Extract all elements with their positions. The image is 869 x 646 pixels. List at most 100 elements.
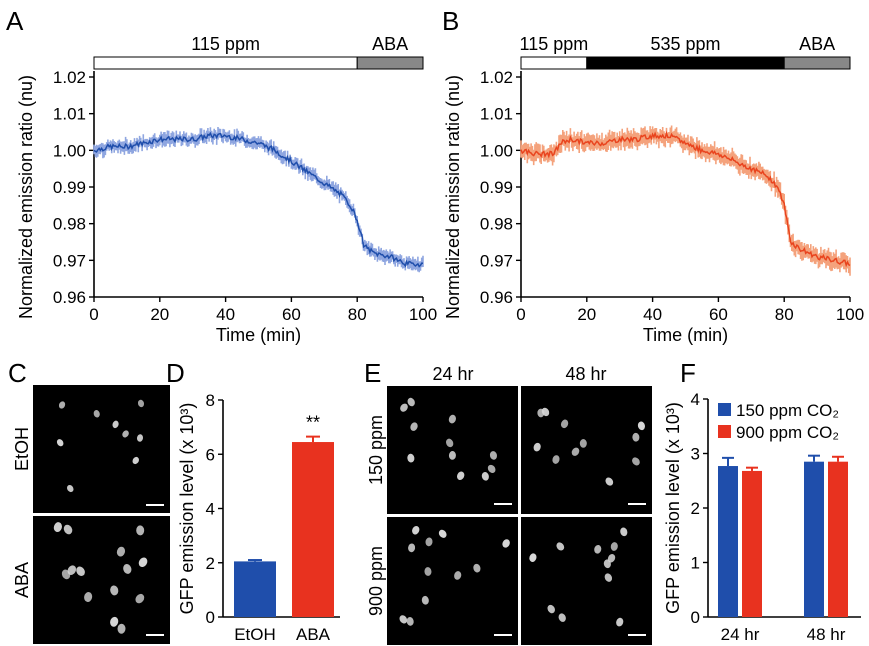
nucleus [610,542,618,551]
nucleus [445,438,454,448]
nucleus [448,451,456,460]
series-line [93,131,424,268]
panel-letter-d: D [166,358,185,388]
y-tick-label: 8 [206,391,215,410]
y-tick-label: 1 [691,554,700,573]
nucleus [116,546,126,557]
nucleus [84,592,93,602]
bar [828,461,848,617]
x-tick-label: 20 [577,305,596,324]
nucleus [637,421,645,431]
x-axis-label: Time (min) [216,325,301,345]
panel-letter-b: B [442,6,459,36]
scale-bar [628,634,646,636]
bar [292,442,334,617]
nucleus [607,554,616,563]
nucleus [604,573,613,582]
nucleus [547,604,555,614]
y-tick-label: 0.98 [53,215,86,234]
y-tick-label: 1.00 [480,141,513,160]
nucleus [67,484,74,493]
x-tick-label: 0 [89,305,98,324]
nucleus [594,544,602,554]
x-tick-label: 80 [775,305,794,324]
x-tick-label: 100 [836,305,864,324]
nucleus [408,543,416,553]
nucleus [137,399,145,408]
legend-label: 900 ppm CO₂ [736,423,839,442]
micrograph-panel-e: 24 hr 48 hr 150 ppm 900 ppm [366,364,652,645]
nucleus [123,564,132,574]
significance-label: ** [306,413,320,433]
x-tick-label: 24 hr [721,625,760,644]
nucleus [454,571,462,580]
y-tick-label: 1.01 [480,105,513,124]
legend-swatch [718,403,731,416]
y-tick-label: 1.00 [53,141,86,160]
y-tick-label: 4 [691,390,700,409]
nucleus [76,566,85,576]
x-tick-label: 48 hr [807,625,846,644]
nucleus [53,522,62,533]
micrograph-150-24 [387,386,518,514]
nucleus [58,401,66,409]
y-tick-label: 0.99 [53,178,86,197]
nucleus [110,616,119,627]
nucleus [632,457,640,466]
y-tick-label: 1.02 [53,68,86,87]
y-tick-label: 2 [206,554,215,573]
micrograph-etoh [33,385,170,513]
nucleus [132,456,139,465]
legend-swatch [718,425,731,438]
nucleus [112,420,119,429]
legend-label: 150 ppm CO₂ [736,401,839,420]
nucleus [541,407,550,417]
micrograph-150-48 [521,386,652,514]
scale-bar [494,634,512,636]
nucleus [571,447,580,456]
row-label-etoh: EtOH [12,427,32,471]
nucleus [407,397,415,407]
treatment-label: ABA [799,34,835,54]
bar [718,466,738,617]
y-tick-label: 0.99 [480,178,513,197]
bar-chart-d: 0 2 4 6 8 EtOH ABA ** GFP emission level (x 10³) [177,391,340,644]
nucleus [136,525,145,536]
x-tick-label: 100 [409,305,437,324]
scale-bar [146,634,164,636]
nucleus [122,430,129,438]
y-axis-label: Normalized emission ratio (nu) [16,75,36,319]
treatment-label: 535 ppm [650,34,720,54]
x-tick-label: 20 [150,305,169,324]
panel-letter-a: A [6,6,24,36]
treatment-label: ABA [372,34,408,54]
micrograph-900-48 [521,517,652,645]
treatment-bar [93,56,358,70]
nucleus [406,617,414,626]
series-error-band [93,127,424,273]
panel-letter-c: C [8,358,27,388]
bar [234,561,276,617]
nucleus [67,565,77,575]
x-tick-label: 0 [516,305,525,324]
nucleus [63,524,73,535]
x-axis-label: Time (min) [643,325,728,345]
nucleus [473,563,481,573]
micrograph-aba [33,516,170,644]
line-chart-a: 115 ppm ABA 0.96 0.97 0.98 0.99 1.00 1.01 1.02 0 2… [16,34,437,345]
nucleus [558,613,566,622]
nucleus [616,617,624,627]
x-tick-label: 60 [282,305,301,324]
nucleus [117,623,126,634]
col-label-24hr: 24 hr [432,364,473,384]
series-line [520,130,851,268]
nucleus [457,471,465,480]
micrograph-panel-c: EtOH ABA [12,385,170,644]
x-tick-label: 40 [643,305,662,324]
x-tick-label: EtOH [234,625,276,644]
nucleus [579,439,587,448]
col-label-48hr: 48 hr [565,364,606,384]
series-error-band [520,125,851,276]
nucleus [556,542,565,551]
